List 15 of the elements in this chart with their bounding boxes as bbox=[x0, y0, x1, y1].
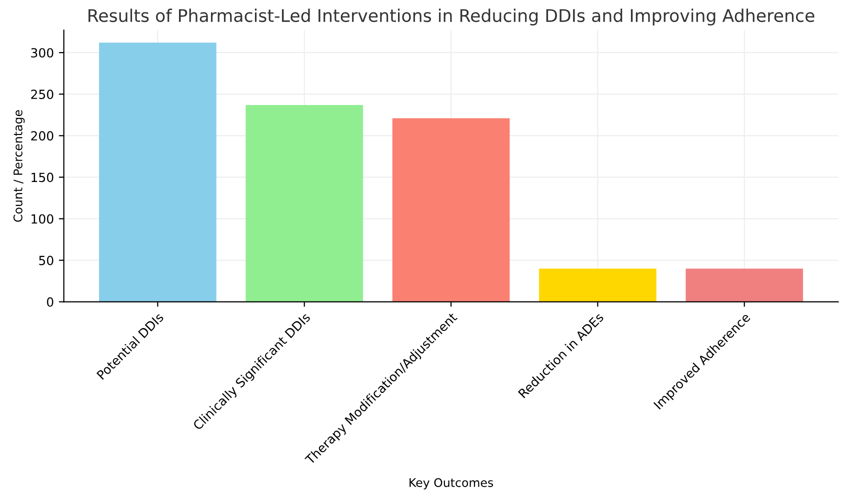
y-tick-label: 300 bbox=[31, 48, 54, 58]
x-axis-title: Key Outcomes bbox=[410, 478, 494, 490]
y-tick-label: 100 bbox=[32, 214, 54, 224]
y-tick-label: 150 bbox=[32, 172, 54, 182]
chart-title: Results of Pharmacist-Led Interventions in Reducing DDIs and Improving Adherence bbox=[88, 8, 814, 26]
y-tick-label: 250 bbox=[31, 90, 54, 100]
bar bbox=[539, 268, 656, 302]
y-axis-title: Count / Percentage bbox=[13, 110, 25, 222]
y-tick-label: 0 bbox=[46, 297, 54, 307]
bar bbox=[686, 268, 804, 302]
y-tick-label: 50 bbox=[39, 256, 54, 266]
bar bbox=[392, 118, 510, 302]
bar bbox=[246, 104, 364, 302]
y-tick-label: 200 bbox=[31, 131, 54, 141]
bar bbox=[99, 42, 216, 302]
